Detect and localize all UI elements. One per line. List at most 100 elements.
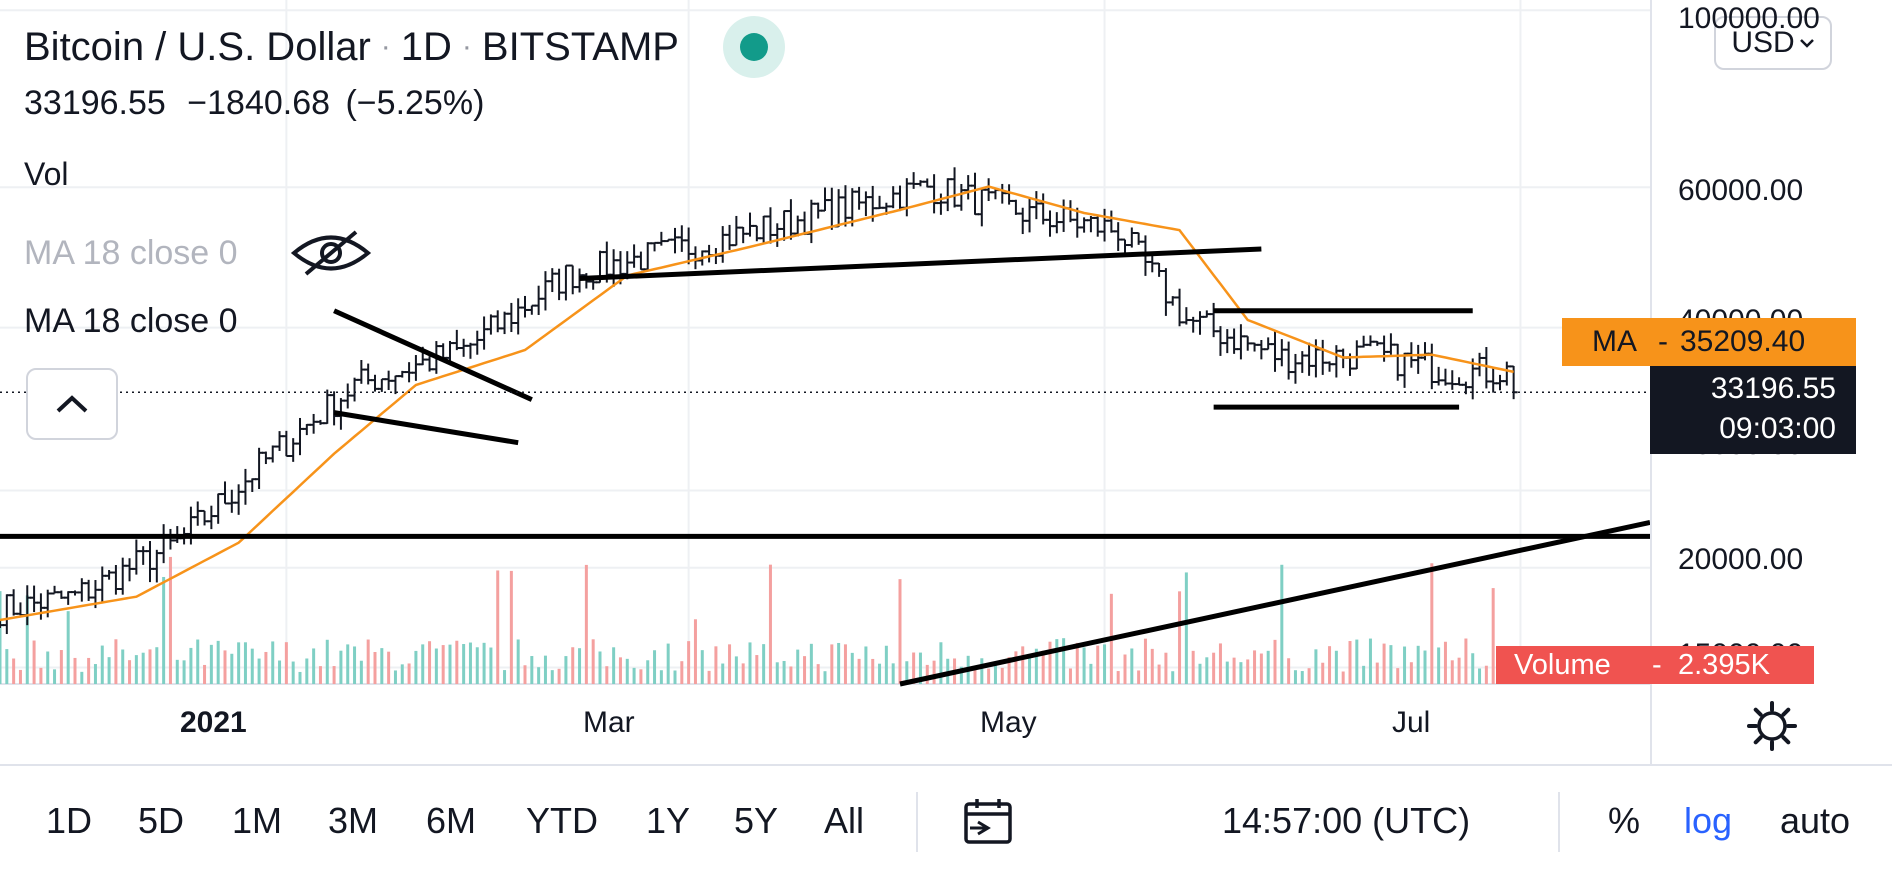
volume-bar	[925, 664, 929, 684]
volume-bar	[462, 644, 466, 684]
ohlc-bar	[1018, 207, 1027, 235]
volume-legend[interactable]: Vol	[24, 156, 69, 192]
ohlc-bar	[1448, 370, 1457, 390]
volume-bar	[1307, 668, 1311, 684]
ohlc-bar	[377, 378, 386, 392]
volume-bar	[93, 664, 97, 684]
volume-bar	[1382, 643, 1386, 684]
ohlc-bar	[405, 362, 414, 383]
ohlc-bar	[255, 447, 264, 490]
volume-bar	[264, 651, 268, 684]
volume-bar	[80, 671, 84, 684]
volume-bar	[475, 647, 479, 684]
ohlc-bar	[139, 546, 148, 565]
time-axis-label: 2021	[180, 706, 247, 739]
ohlc-bar	[1182, 307, 1191, 325]
collapse-legend-button[interactable]	[26, 368, 118, 440]
volume-bar	[605, 666, 609, 684]
volume-bar	[659, 670, 663, 684]
volume-bar	[939, 642, 943, 684]
trendline	[333, 308, 533, 402]
volume-bar	[1348, 641, 1352, 684]
volume-bar	[1191, 650, 1195, 684]
settings-gear-icon[interactable]	[1746, 700, 1798, 752]
range-5d-button[interactable]: 5D	[138, 800, 185, 841]
ohlc-bar	[105, 570, 114, 580]
volume-bar	[632, 667, 636, 684]
volume-bar	[141, 652, 145, 684]
ma-tag-value: 35209.40	[1680, 325, 1806, 358]
volume-bar	[1096, 645, 1100, 684]
currency-label: USD	[1731, 26, 1795, 59]
ohlc-bar	[643, 242, 652, 271]
ohlc-bar	[64, 591, 73, 605]
range-ytd-button[interactable]: YTD	[526, 800, 598, 841]
utc-clock[interactable]: 14:57:00 (UTC)	[1222, 800, 1471, 841]
volume-bar	[557, 668, 561, 684]
volume-bar	[366, 639, 370, 684]
ohlc-bar	[1175, 288, 1184, 327]
ohlc-bar	[316, 419, 325, 425]
auto-scale-toggle[interactable]: auto	[1780, 800, 1851, 841]
ma-legend-hidden[interactable]: MA 18 close 0	[24, 228, 376, 278]
volume-bar	[639, 669, 643, 684]
volume-bar	[618, 657, 622, 684]
volume-bar	[1143, 638, 1147, 684]
volume-bar	[189, 647, 193, 684]
ohlc-bar	[452, 329, 461, 351]
ohlc-bar	[193, 501, 202, 526]
range-5y-button[interactable]: 5Y	[734, 800, 779, 841]
volume-bar	[1225, 661, 1229, 684]
volume-bar	[1491, 588, 1495, 684]
range-1d-button[interactable]: 1D	[46, 800, 93, 841]
ohlc-bar	[541, 271, 550, 311]
ohlc-bar	[1502, 361, 1511, 386]
volume-tag-label: Volume	[1514, 649, 1611, 681]
currency-select[interactable]: USD	[1714, 16, 1832, 70]
volume-bar	[428, 641, 432, 684]
ohlc-bar	[500, 311, 509, 335]
log-scale-toggle[interactable]: log	[1684, 800, 1733, 841]
ohlc-bar	[1427, 343, 1436, 390]
ohlc-bar	[1496, 374, 1504, 391]
volume-bar	[380, 648, 384, 684]
volume-bar	[789, 666, 793, 684]
volume-bar	[666, 643, 670, 684]
volume-bar	[12, 658, 16, 684]
volume-bar	[1130, 648, 1134, 684]
volume-bar	[523, 665, 527, 684]
ma-legend[interactable]: MA 18 close 0	[24, 302, 238, 340]
ohlc-bar	[330, 391, 339, 426]
separator-dot: ·	[380, 30, 391, 63]
volume-bar	[1198, 663, 1202, 684]
volume-bar	[312, 648, 316, 684]
volume-bar	[1137, 670, 1141, 684]
calendar-goto-icon[interactable]	[962, 796, 1014, 848]
volume-bar	[1484, 665, 1488, 684]
volume-bar	[359, 660, 363, 684]
volume-bar	[237, 642, 241, 684]
range-6m-button[interactable]: 6M	[426, 800, 477, 841]
ohlc-bar	[971, 172, 979, 216]
eye-crossed-icon[interactable]	[286, 228, 376, 278]
ohlc-bar	[977, 187, 986, 227]
volume-bar	[1246, 659, 1250, 684]
symbol-legend[interactable]: Bitcoin / U.S. Dollar · 1D · BITSTAMP	[24, 16, 785, 78]
volume-bar	[448, 644, 452, 684]
market-status-icon[interactable]	[722, 16, 785, 78]
range-1m-button[interactable]: 1M	[232, 800, 283, 841]
range-1y-button[interactable]: 1Y	[646, 800, 691, 841]
percent-scale-toggle[interactable]: %	[1608, 800, 1641, 841]
price-chart[interactable]	[0, 0, 1892, 764]
toolbar-divider	[1558, 792, 1560, 852]
ohlc-bar	[364, 363, 373, 385]
range-all-button[interactable]: All	[824, 800, 865, 841]
volume-bar	[66, 611, 70, 684]
volume-bar	[1259, 653, 1263, 684]
ohlc-bar	[1393, 343, 1402, 381]
volume-bar	[843, 644, 847, 684]
ohlc-bar	[855, 186, 864, 210]
volume-bar	[1280, 564, 1284, 684]
ohlc-bar	[527, 304, 536, 315]
range-3m-button[interactable]: 3M	[328, 800, 379, 841]
